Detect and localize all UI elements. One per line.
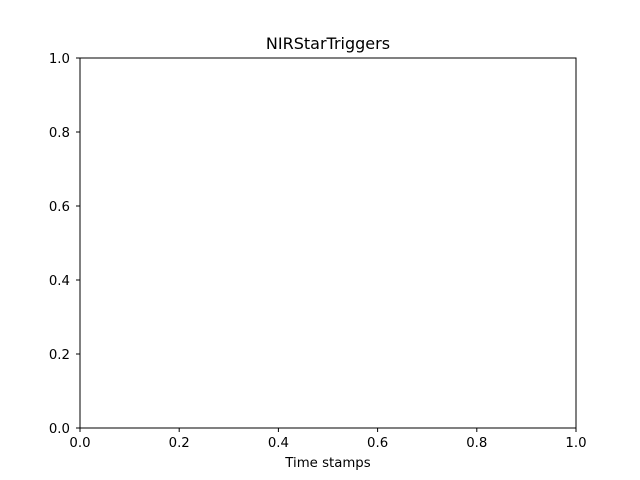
y-tick-label: 0.2 [49, 348, 70, 363]
plot-frame [79, 57, 577, 429]
y-tick-label: 0.6 [49, 200, 70, 215]
y-tick-label: 0.0 [49, 422, 70, 437]
y-tick-label: 0.4 [49, 274, 70, 289]
x-tick-label: 0.4 [268, 436, 289, 451]
chart-title: NIRStarTriggers [266, 34, 390, 53]
y-tick-label: 0.8 [49, 126, 70, 141]
x-tick-label: 0.2 [169, 436, 190, 451]
y-tick-label: 1.0 [49, 52, 70, 67]
x-tick-label: 0.0 [69, 436, 90, 451]
x-tick-label: 1.0 [565, 436, 586, 451]
x-axis-title: Time stamps [284, 456, 370, 471]
ticks-group: 0.0 0.2 0.4 0.6 0.8 1.0 0.0 0.2 0.4 0.6 0.8 1.0 [49, 52, 587, 451]
plot-area-background [80, 58, 576, 428]
x-tick-label: 0.6 [367, 436, 388, 451]
x-tick-label: 0.8 [466, 436, 487, 451]
